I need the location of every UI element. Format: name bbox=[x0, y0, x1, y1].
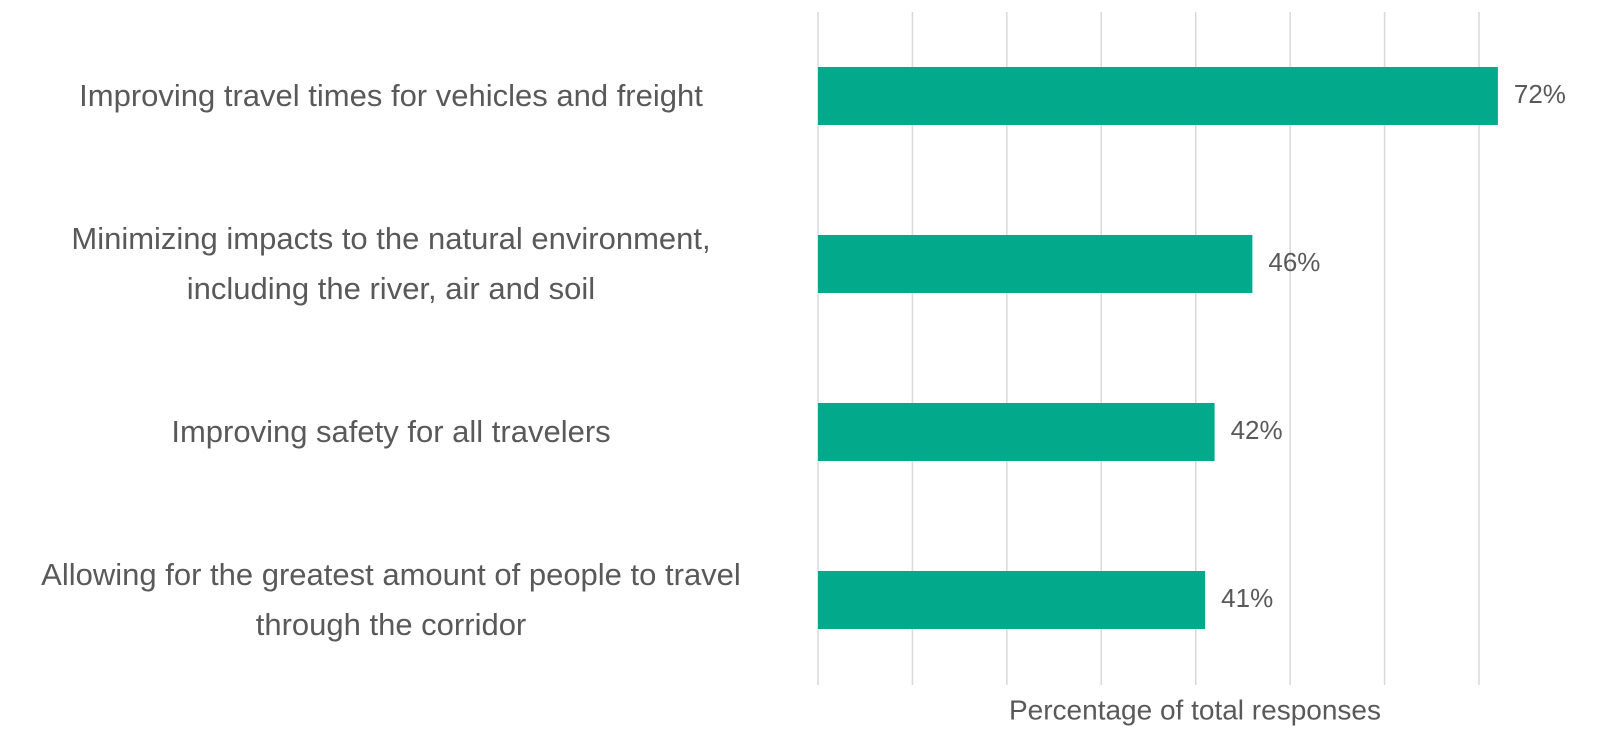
value-label: 72% bbox=[1514, 79, 1566, 109]
category-label: Improving travel times for vehicles and … bbox=[79, 78, 703, 113]
value-label: 42% bbox=[1231, 415, 1283, 445]
bar bbox=[818, 235, 1253, 293]
value-label: 46% bbox=[1268, 247, 1320, 277]
bar bbox=[818, 403, 1215, 461]
bar bbox=[818, 571, 1206, 629]
value-label: 41% bbox=[1221, 583, 1273, 613]
bar bbox=[818, 67, 1498, 125]
category-label: Improving safety for all travelers bbox=[171, 414, 611, 449]
category-label: Minimizing impacts to the natural enviro… bbox=[71, 221, 711, 306]
category-label: Allowing for the greatest amount of peop… bbox=[41, 557, 741, 642]
x-axis-label: Percentage of total responses bbox=[1009, 694, 1381, 725]
